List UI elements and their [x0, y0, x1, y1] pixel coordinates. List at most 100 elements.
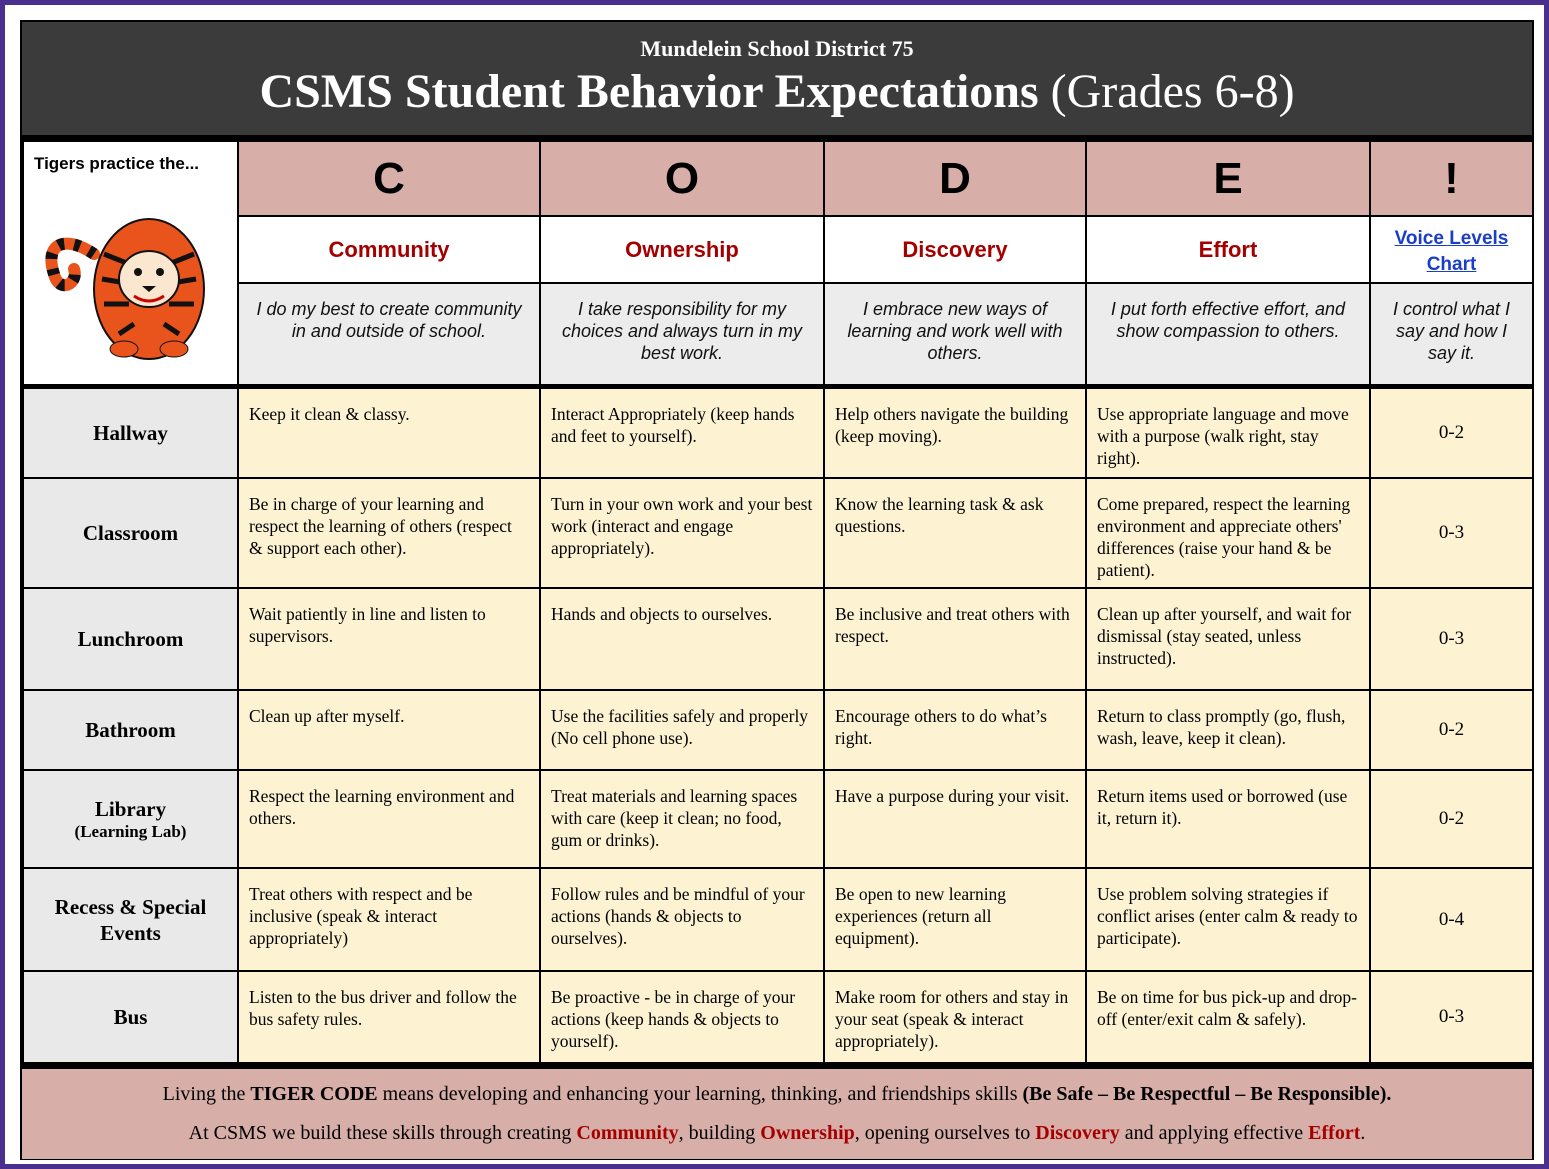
behavior-row: Classroom Be in charge of your learning a… [22, 477, 1534, 589]
behavior-row: Recess & Special Events Treat others with… [22, 867, 1534, 972]
behavior-row: Bus Listen to the bus driver and follow t… [22, 970, 1534, 1064]
location-name: Bus [113, 1005, 148, 1029]
corner-label: Tigers practice the... [34, 154, 200, 173]
description-text: I take responsibility for my choices and… [561, 299, 803, 363]
behavior-row: Library (Learning Lab) Respect the learnin… [22, 769, 1534, 869]
expectation: Be inclusive and treat others with respe… [823, 587, 1087, 691]
voice-level: 0-3 [1369, 477, 1534, 589]
grades: (Grades 6-8) [1050, 65, 1295, 118]
description-text: I put forth effective effort, and show c… [1110, 299, 1346, 341]
expectation: Clean up after yourself, and wait for di… [1085, 587, 1371, 691]
location: Recess & Special Events [22, 867, 239, 972]
location: Library (Learning Lab) [22, 769, 239, 869]
text: TIGER CODE [250, 1083, 378, 1105]
expectation: Use problem solving strategies if confli… [1085, 867, 1371, 972]
description-text: I embrace new ways of learning and work … [847, 299, 1063, 363]
column-letter: ! [1369, 140, 1534, 217]
expectation: Make room for others and stay in your se… [823, 970, 1087, 1064]
text: Living the [162, 1083, 251, 1105]
expectation: Know the learning task & ask questions. [823, 477, 1087, 589]
location: Bus [22, 970, 239, 1064]
header-row: Community Ownership Discovery Effort Voice L… [23, 215, 1534, 284]
expectation: Return items used or borrowed (use it, r… [1085, 769, 1371, 869]
footer-line: At CSMS we build these skills through cr… [22, 1106, 1532, 1145]
expectation: Return to class promptly (go, flush, was… [1085, 689, 1371, 771]
expectation: Hands and objects to ourselves. [539, 587, 825, 691]
expectation: Interact Appropriately (keep hands and f… [539, 383, 825, 479]
location: Lunchroom [22, 587, 239, 691]
header: Mundelein School District 75 CSMS Studen… [22, 22, 1532, 140]
footer: Living the TIGER CODE means developing a… [22, 1064, 1532, 1159]
column-description: I do my best to create community in and … [237, 282, 541, 387]
voice-levels-link[interactable]: Voice Levels Chart [1394, 227, 1509, 275]
column-description: I embrace new ways of learning and work … [823, 282, 1087, 387]
expectation: Treat others with respect and be inclusi… [237, 867, 541, 972]
text: , building [678, 1122, 761, 1144]
column-letter: D [823, 140, 1087, 217]
location-name: Lunchroom [77, 627, 184, 651]
expectation: Have a purpose during your visit. [823, 769, 1087, 869]
expectation: Come prepared, respect the learning envi… [1085, 477, 1371, 589]
location: Bathroom [22, 689, 239, 771]
description-text: I control what I say and how I say it. [1392, 299, 1511, 363]
column-name: Ownership [539, 215, 825, 284]
behavior-row: Lunchroom Wait patiently in line and list… [22, 587, 1534, 691]
location-name: Classroom [82, 521, 179, 545]
expectation: Help others navigate the building (keep … [823, 383, 1087, 479]
column-letter: C [237, 140, 541, 217]
expectation: Wait patiently in line and listen to sup… [237, 587, 541, 691]
code-table: Tigers practice the... C O D E! Community Owne… [22, 140, 1534, 1064]
sheet: Mundelein School District 75 CSMS Studen… [20, 20, 1534, 1160]
location-name: Recess & Special Events [54, 894, 207, 945]
expectation: Treat materials and learning spaces with… [539, 769, 825, 869]
location-name: Bathroom [85, 718, 176, 742]
footer-line: Living the TIGER CODE means developing a… [22, 1069, 1532, 1106]
column-name: Community [237, 215, 541, 284]
text: At CSMS we build these skills through cr… [188, 1122, 577, 1144]
expectation: Keep it clean & classy. [237, 383, 541, 479]
location-name: Library [94, 797, 167, 821]
voice-level: 0-4 [1369, 867, 1534, 972]
expectation: Be proactive - be in charge of your acti… [539, 970, 825, 1064]
location-sublabel: (Learning Lab) [74, 822, 187, 841]
expectation: Encourage others to do what’s right. [823, 689, 1087, 771]
column-name: Voice Levels Chart [1369, 215, 1534, 284]
column-name: Effort [1085, 215, 1371, 284]
expectation: Be in charge of your learning and respec… [237, 477, 541, 589]
expectation: Be open to new learning experiences (ret… [823, 867, 1087, 972]
text: Discovery [1035, 1122, 1120, 1144]
location: Hallway [22, 383, 239, 479]
title: CSMS Student Behavior Expectations [259, 65, 1039, 118]
header-row: Tigers practice the... C O D E! [22, 140, 1534, 387]
location: Classroom [22, 477, 239, 589]
expectation: Listen to the bus driver and follow the … [237, 970, 541, 1064]
column-name: Discovery [823, 215, 1087, 284]
expectation: Use appropriate language and move with a… [1085, 383, 1371, 479]
corner: Tigers practice the... [22, 140, 239, 387]
expectation: Turn in your own work and your best work… [539, 477, 825, 589]
column-description: I put forth effective effort, and show c… [1085, 282, 1371, 387]
text: . [1360, 1122, 1366, 1144]
text: means developing and enhancing your lear… [377, 1083, 1023, 1105]
expectation: Follow rules and be mindful of your acti… [539, 867, 825, 972]
expectation: Use the facilities safely and properly (… [539, 689, 825, 771]
voice-level: 0-3 [1369, 587, 1534, 691]
column-letter: E [1085, 140, 1371, 217]
expectation: Be on time for bus pick-up and drop-off … [1085, 970, 1371, 1064]
text: Effort [1308, 1122, 1361, 1144]
text: Community [576, 1122, 679, 1144]
expectation: Clean up after myself. [237, 689, 541, 771]
text: Ownership [760, 1122, 855, 1144]
text: (Be Safe – Be Respectful – Be Responsibl… [1022, 1083, 1392, 1105]
voice-level: 0-2 [1369, 689, 1534, 771]
tiger-icon [45, 218, 205, 360]
text: , opening ourselves to [854, 1122, 1036, 1144]
column-description: I take responsibility for my choices and… [539, 282, 825, 387]
voice-level: 0-2 [1369, 383, 1534, 479]
behavior-row: Hallway Keep it clean & classy. Interact A… [22, 383, 1534, 479]
expectation: Respect the learning environment and oth… [237, 769, 541, 869]
location-name: Hallway [93, 420, 168, 445]
header-row: I do my best to create community in and … [23, 282, 1534, 387]
